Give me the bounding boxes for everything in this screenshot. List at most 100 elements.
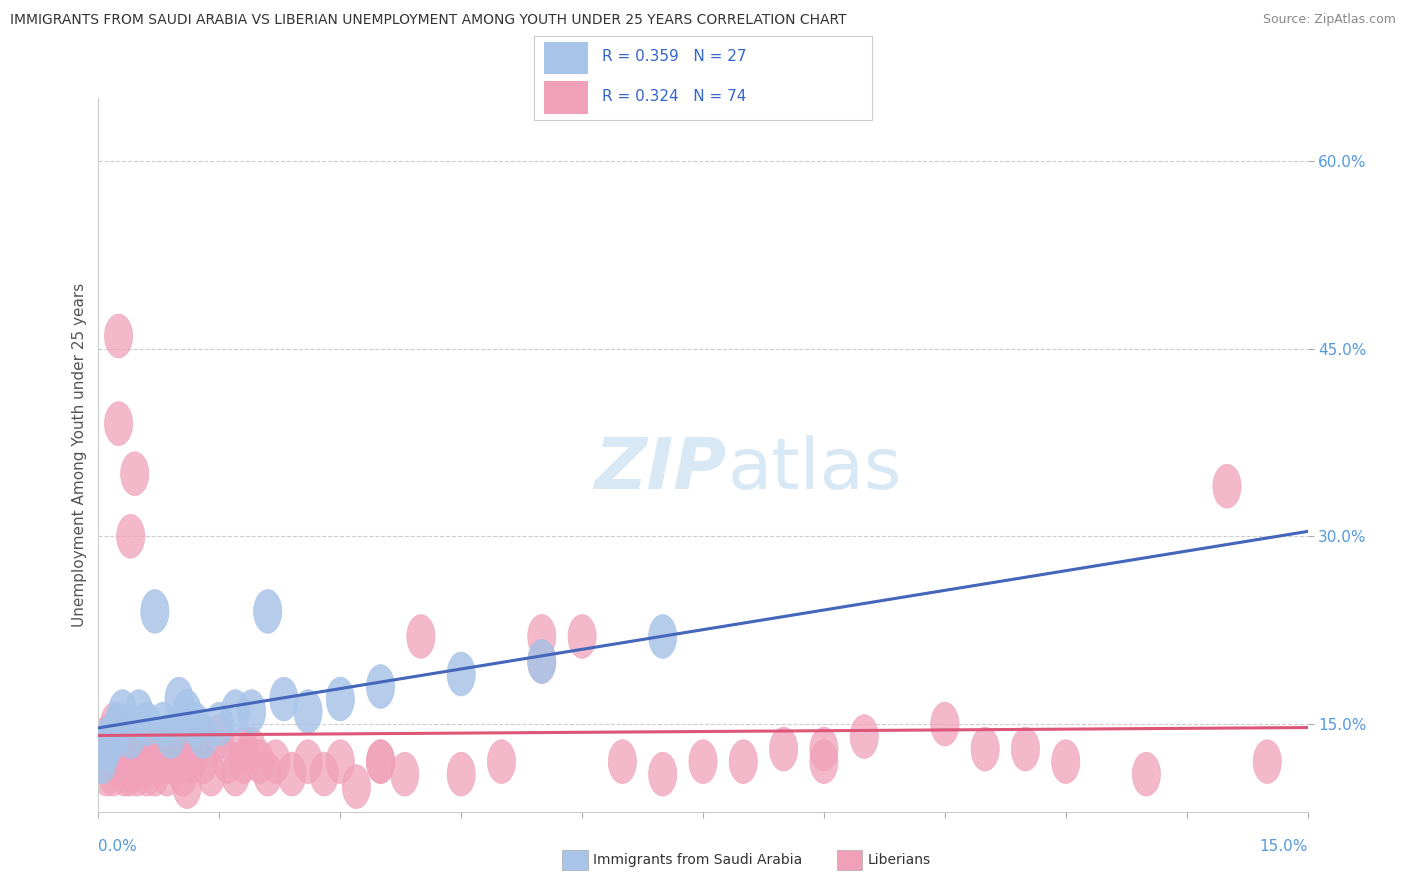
Ellipse shape	[447, 752, 475, 796]
Ellipse shape	[149, 739, 177, 783]
Ellipse shape	[326, 677, 354, 721]
Text: IMMIGRANTS FROM SAUDI ARABIA VS LIBERIAN UNEMPLOYMENT AMONG YOUTH UNDER 25 YEARS: IMMIGRANTS FROM SAUDI ARABIA VS LIBERIAN…	[10, 13, 846, 28]
Ellipse shape	[157, 739, 186, 783]
Ellipse shape	[367, 739, 395, 783]
Ellipse shape	[1132, 752, 1160, 796]
Ellipse shape	[104, 702, 132, 746]
Ellipse shape	[94, 714, 122, 758]
Ellipse shape	[221, 690, 250, 733]
Ellipse shape	[190, 739, 218, 783]
Ellipse shape	[367, 665, 395, 708]
Ellipse shape	[125, 690, 153, 733]
Ellipse shape	[810, 727, 838, 771]
Ellipse shape	[141, 752, 169, 796]
Ellipse shape	[132, 752, 160, 796]
Ellipse shape	[104, 401, 132, 445]
Ellipse shape	[238, 690, 266, 733]
Ellipse shape	[262, 739, 290, 783]
Ellipse shape	[931, 702, 959, 746]
Ellipse shape	[205, 702, 233, 746]
Ellipse shape	[229, 739, 257, 783]
Ellipse shape	[769, 727, 797, 771]
Text: 15.0%: 15.0%	[1260, 839, 1308, 855]
Ellipse shape	[141, 590, 169, 633]
Bar	[544, 42, 588, 74]
Ellipse shape	[173, 764, 201, 808]
Ellipse shape	[278, 752, 307, 796]
Ellipse shape	[107, 727, 135, 771]
Ellipse shape	[221, 752, 250, 796]
Ellipse shape	[311, 752, 339, 796]
Ellipse shape	[214, 739, 242, 783]
Ellipse shape	[129, 727, 157, 771]
Ellipse shape	[1052, 739, 1080, 783]
Y-axis label: Unemployment Among Youth under 25 years: Unemployment Among Youth under 25 years	[72, 283, 87, 627]
Ellipse shape	[97, 714, 125, 758]
Ellipse shape	[125, 739, 153, 783]
Ellipse shape	[238, 727, 266, 771]
Ellipse shape	[568, 615, 596, 658]
Ellipse shape	[91, 727, 120, 771]
Ellipse shape	[136, 739, 165, 783]
Text: Source: ZipAtlas.com: Source: ZipAtlas.com	[1263, 13, 1396, 27]
Ellipse shape	[122, 752, 152, 796]
Text: atlas: atlas	[727, 434, 901, 504]
Ellipse shape	[229, 727, 257, 771]
Ellipse shape	[121, 451, 149, 496]
Ellipse shape	[181, 702, 209, 746]
Bar	[544, 81, 588, 113]
Text: ZIP: ZIP	[595, 434, 727, 504]
Ellipse shape	[326, 739, 354, 783]
Ellipse shape	[851, 714, 879, 758]
Ellipse shape	[1011, 727, 1039, 771]
Ellipse shape	[177, 739, 205, 783]
Ellipse shape	[488, 739, 516, 783]
Ellipse shape	[153, 752, 181, 796]
Ellipse shape	[93, 727, 121, 771]
Ellipse shape	[149, 702, 177, 746]
Ellipse shape	[648, 752, 676, 796]
Ellipse shape	[89, 739, 117, 783]
Ellipse shape	[391, 752, 419, 796]
Ellipse shape	[253, 590, 281, 633]
Ellipse shape	[89, 739, 117, 783]
Ellipse shape	[98, 752, 127, 796]
Text: R = 0.359   N = 27: R = 0.359 N = 27	[602, 49, 747, 64]
Text: R = 0.324   N = 74: R = 0.324 N = 74	[602, 89, 747, 104]
Ellipse shape	[294, 739, 322, 783]
Ellipse shape	[100, 714, 129, 758]
Ellipse shape	[104, 314, 132, 358]
Ellipse shape	[406, 615, 434, 658]
Ellipse shape	[197, 752, 225, 796]
Ellipse shape	[100, 702, 129, 746]
Ellipse shape	[108, 739, 136, 783]
Ellipse shape	[972, 727, 1000, 771]
Ellipse shape	[132, 702, 160, 746]
Ellipse shape	[97, 739, 125, 783]
Ellipse shape	[810, 739, 838, 783]
Ellipse shape	[205, 714, 233, 758]
Ellipse shape	[169, 752, 197, 796]
Ellipse shape	[117, 515, 145, 558]
Ellipse shape	[145, 727, 173, 771]
Ellipse shape	[93, 752, 121, 796]
Text: Immigrants from Saudi Arabia: Immigrants from Saudi Arabia	[593, 853, 803, 867]
Ellipse shape	[253, 752, 281, 796]
Ellipse shape	[527, 640, 555, 683]
Ellipse shape	[527, 615, 555, 658]
Ellipse shape	[112, 727, 141, 771]
Ellipse shape	[648, 615, 676, 658]
Ellipse shape	[165, 677, 193, 721]
Ellipse shape	[117, 714, 145, 758]
Ellipse shape	[181, 727, 209, 771]
Ellipse shape	[115, 752, 143, 796]
Ellipse shape	[190, 714, 218, 758]
Ellipse shape	[108, 690, 136, 733]
Ellipse shape	[342, 764, 371, 808]
Ellipse shape	[1213, 465, 1241, 508]
Ellipse shape	[294, 690, 322, 733]
Text: Liberians: Liberians	[868, 853, 931, 867]
Ellipse shape	[110, 752, 138, 796]
Ellipse shape	[730, 739, 758, 783]
Ellipse shape	[1253, 739, 1281, 783]
